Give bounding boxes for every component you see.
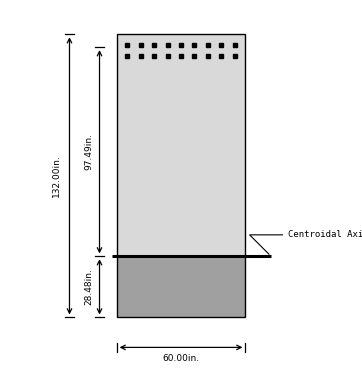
Text: 132.00in.: 132.00in. (52, 154, 61, 197)
Bar (117, 256, 245, 317)
Text: 60.00in.: 60.00in. (163, 354, 199, 362)
Bar (117, 34, 245, 256)
Text: 28.48in.: 28.48in. (84, 268, 93, 305)
Text: Centroidal Axis: Centroidal Axis (250, 230, 362, 254)
Text: 97.49in.: 97.49in. (84, 133, 93, 170)
